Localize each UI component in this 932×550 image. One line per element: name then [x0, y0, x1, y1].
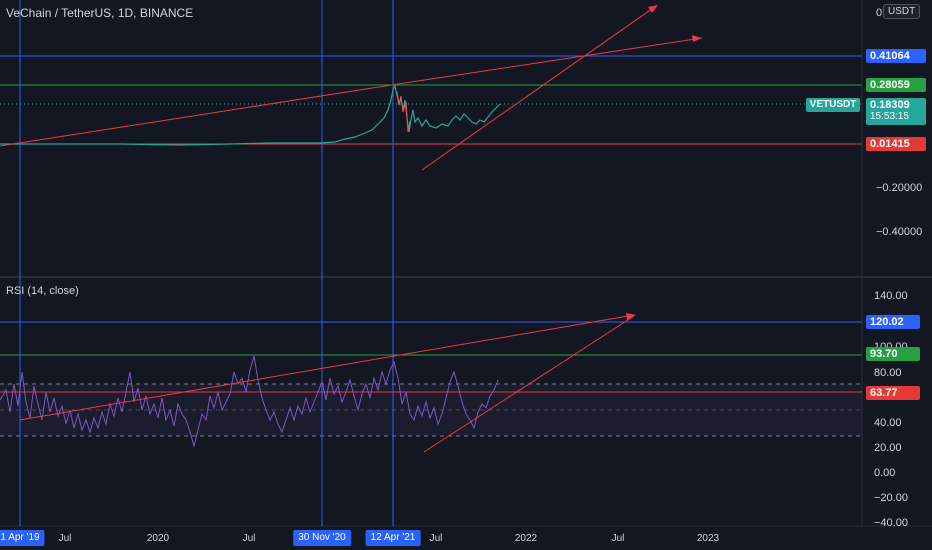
- rsi-axis-tick: −20.00: [874, 492, 908, 504]
- time-axis-tick: Jul: [242, 533, 256, 544]
- rsi-axis-tick: −40.00: [874, 517, 908, 529]
- rsi-axis-tick: 20.00: [874, 442, 902, 454]
- rsi-level-badge-blue[interactable]: 120.02: [866, 315, 920, 329]
- price-level-badge-red[interactable]: 0.01415: [866, 137, 926, 151]
- time-axis-tick: 2020: [146, 533, 170, 544]
- price-candle-spikes: [396, 91, 411, 133]
- symbol-tag: VETUSDT: [806, 98, 860, 112]
- price-axis-tick: −0.20000: [876, 182, 923, 194]
- time-axis-tick: Jul: [611, 533, 625, 544]
- trendline-arrowhead: [626, 313, 636, 320]
- rsi-level-badge-red[interactable]: 63.77: [866, 386, 920, 400]
- current-price-value: 0.18309: [870, 99, 910, 111]
- chart-title[interactable]: VeChain / TetherUS, 1D, BINANCE: [6, 6, 194, 20]
- time-axis-tick: 2023: [696, 533, 720, 544]
- rsi-band: [0, 384, 862, 436]
- trendline-arrowhead: [692, 35, 702, 42]
- trendline-price-extension[interactable]: [397, 37, 703, 85]
- rsi-axis-tick: 80.00: [874, 367, 902, 379]
- price-level-badge-blue[interactable]: 0.41064: [866, 49, 926, 63]
- trendline-price-support[interactable]: [421, 5, 657, 171]
- time-axis-highlight[interactable]: 1 Apr '19: [0, 530, 45, 546]
- trendline-rsi-long[interactable]: [19, 314, 635, 421]
- bar-countdown: 15:53:15: [870, 111, 909, 122]
- time-axis-highlight[interactable]: 12 Apr '21: [365, 530, 421, 546]
- rsi-level-badge-green[interactable]: 93.70: [866, 347, 920, 361]
- trendline-arrowhead: [648, 5, 658, 13]
- rsi-series-line: [0, 355, 499, 448]
- trendline-rsi-support[interactable]: [423, 315, 635, 453]
- rsi-indicator-title[interactable]: RSI (14, close): [6, 285, 79, 297]
- price-level-badge-green[interactable]: 0.28059: [866, 78, 926, 92]
- trendline-price-long[interactable]: [0, 83, 399, 147]
- rsi-axis-tick: 0.00: [874, 467, 896, 479]
- price-axis-tick: −0.40000: [876, 226, 923, 238]
- time-axis-tick: Jul: [58, 533, 72, 544]
- current-price-badge: 0.18309 15:53:15: [866, 98, 926, 125]
- time-axis-tick: 2022: [514, 533, 538, 544]
- rsi-pane[interactable]: [0, 278, 862, 526]
- price-pane[interactable]: [0, 0, 862, 276]
- rsi-axis-tick: 140.00: [874, 290, 908, 302]
- rsi-axis-tick: 40.00: [874, 417, 902, 429]
- currency-selector[interactable]: USDT: [883, 4, 921, 19]
- price-axis-tick: 0: [876, 7, 883, 19]
- time-axis-tick: Jul: [429, 533, 443, 544]
- time-axis-highlight[interactable]: 30 Nov '20: [293, 530, 351, 546]
